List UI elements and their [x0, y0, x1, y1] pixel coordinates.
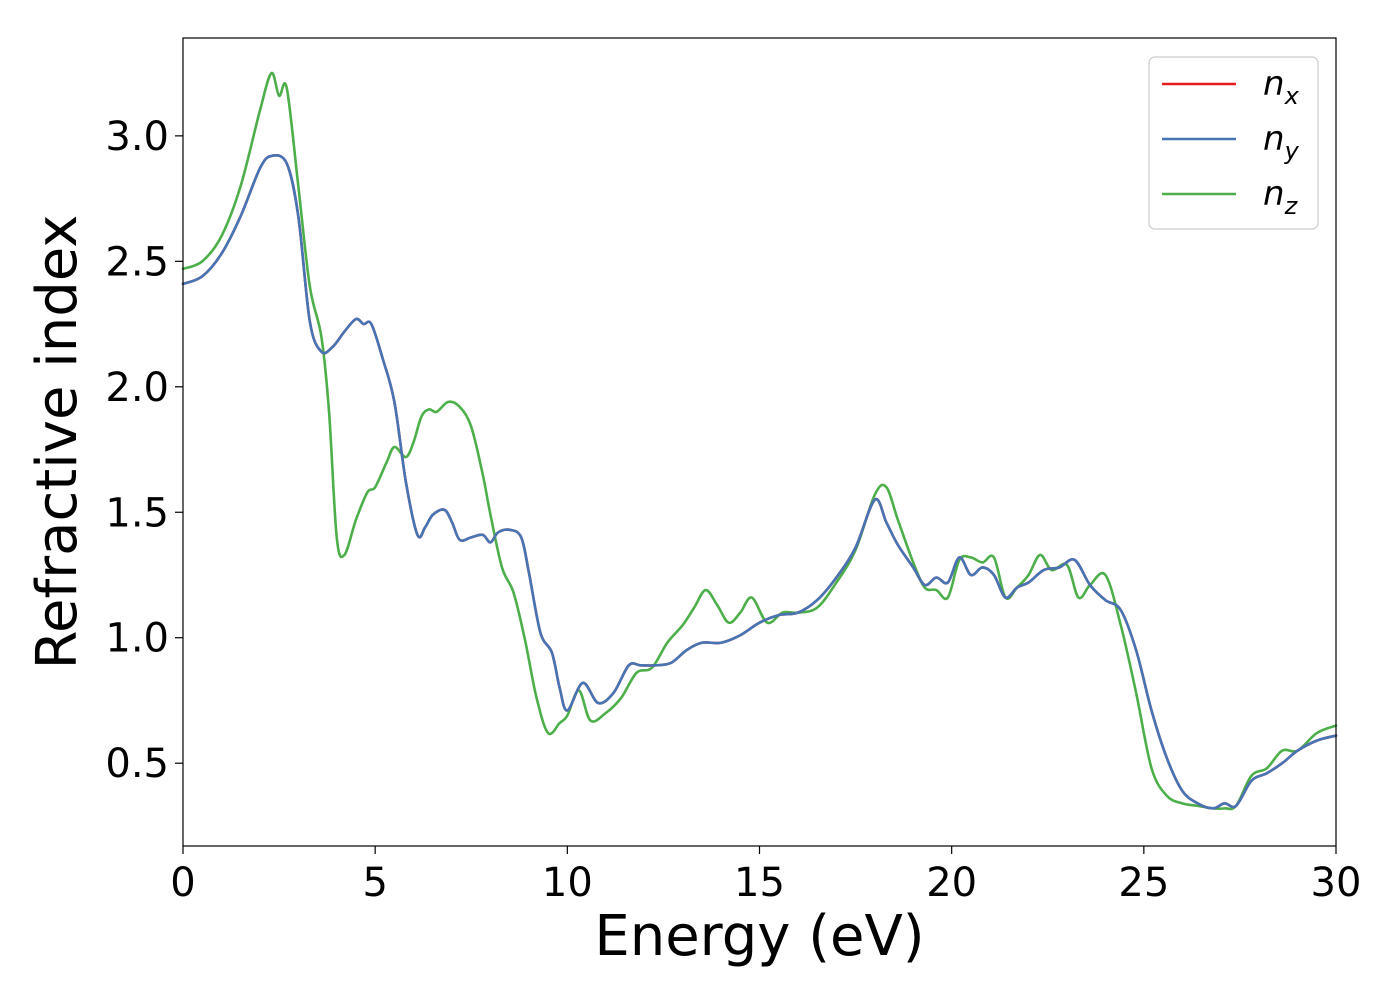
y-tick-label: 2.5	[105, 239, 169, 285]
y-axis-ticks: 0.5 1.0 1.5 2.0 2.5 3.0	[105, 114, 183, 787]
x-tick-label: 5	[362, 860, 387, 906]
legend-label-base: n	[1263, 64, 1285, 104]
legend-label-ny: ny	[1263, 119, 1300, 165]
series-line-nz	[181, 71, 1338, 811]
y-tick-label: 1.0	[105, 616, 169, 662]
legend-label-nx: nx	[1263, 64, 1300, 110]
y-axis-label: Refractive index	[25, 215, 90, 670]
y-tick-label: 2.0	[105, 365, 169, 411]
x-tick-label: 15	[734, 860, 785, 906]
x-tick-label: 30	[1311, 860, 1362, 906]
x-axis-label: Energy (eV)	[594, 904, 924, 969]
x-tick-label: 20	[926, 860, 977, 906]
legend-label-base: n	[1263, 119, 1285, 159]
legend-label-subscript: x	[1284, 82, 1300, 110]
x-tick-label: 25	[1118, 860, 1169, 906]
legend-label-subscript: y	[1284, 137, 1300, 165]
y-tick-label: 3.0	[105, 114, 169, 160]
y-tick-label: 1.5	[105, 490, 169, 536]
x-tick-label: 0	[170, 860, 195, 906]
legend-box	[1148, 56, 1319, 230]
series-line-ny	[181, 154, 1338, 810]
x-axis-ticks: 0 5 10 15 20 25 30	[170, 846, 1361, 906]
legend-label-nz: nz	[1263, 174, 1299, 220]
legend-label-base: n	[1263, 174, 1285, 214]
x-tick-label: 10	[542, 860, 593, 906]
legend-label-subscript: z	[1284, 192, 1299, 220]
series-layer	[181, 71, 1338, 811]
y-tick-label: 0.5	[105, 741, 169, 787]
